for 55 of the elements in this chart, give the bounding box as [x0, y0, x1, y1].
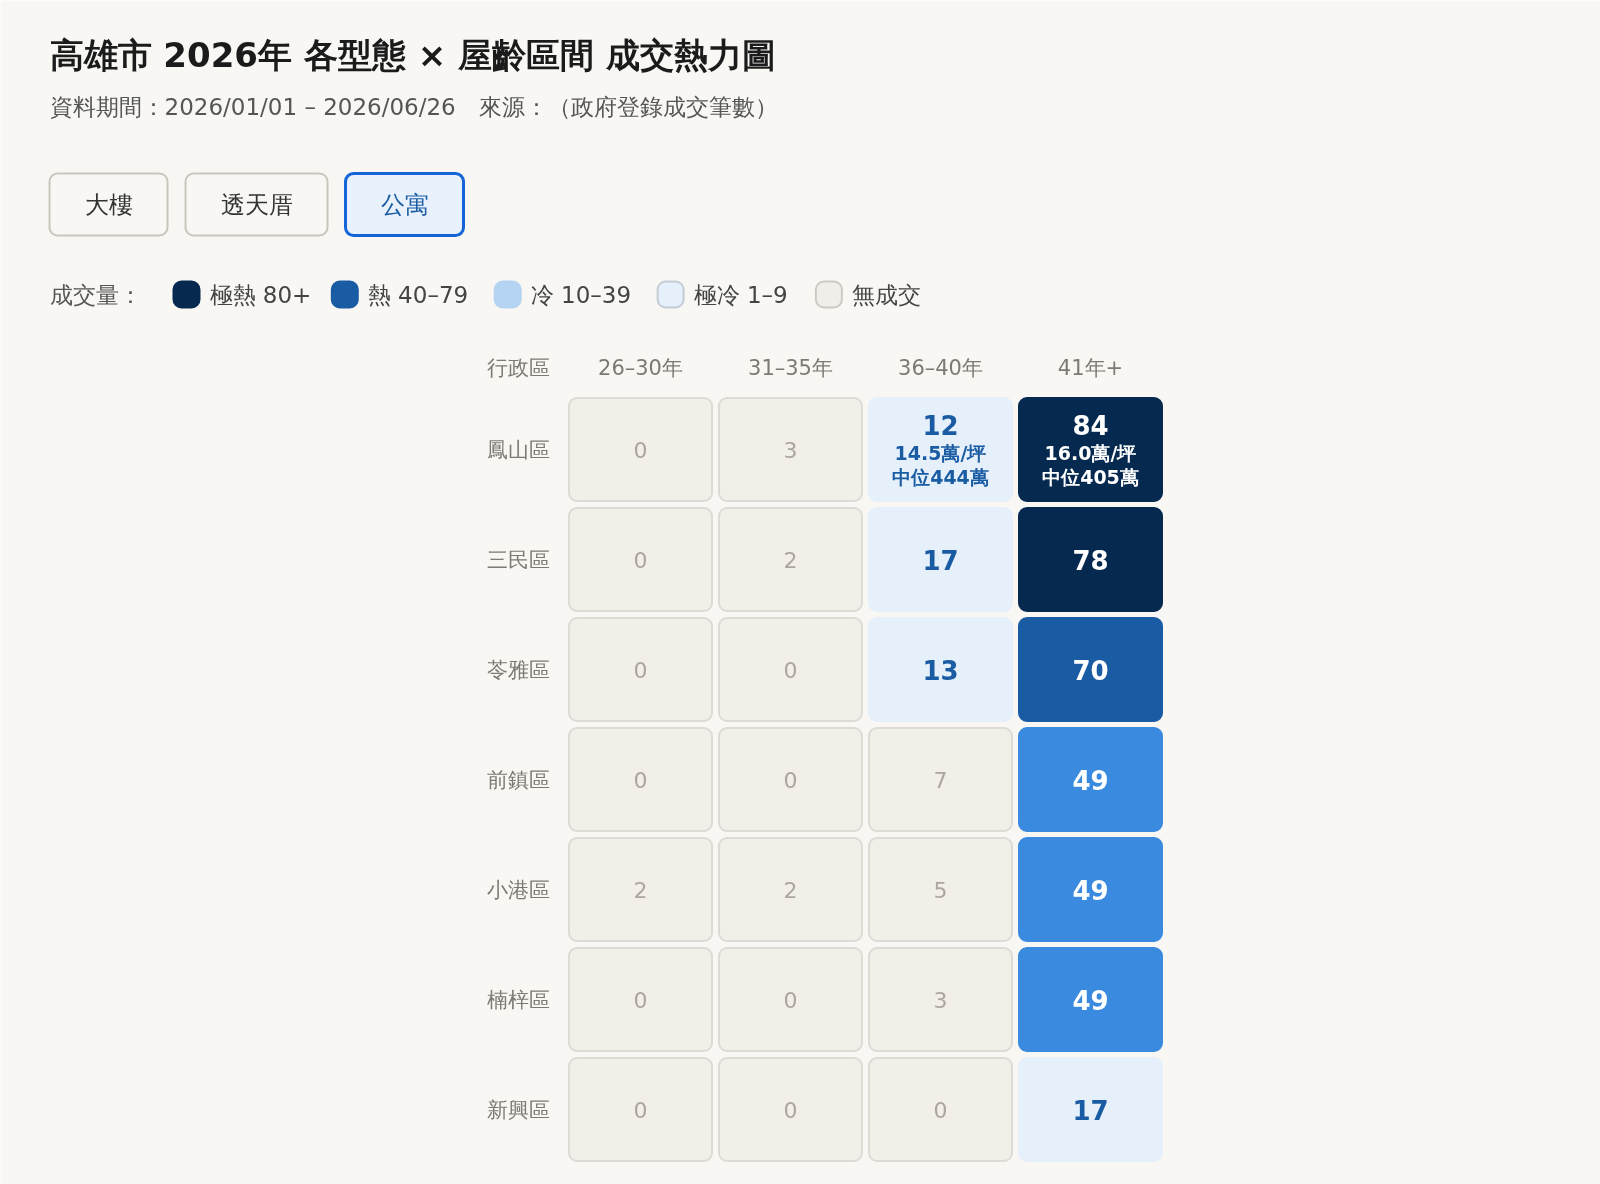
annotation: 中位405萬	[1042, 465, 1139, 488]
data-label: 17	[922, 545, 959, 576]
legend-label: 無成交	[851, 281, 921, 308]
data-label: 0	[783, 657, 798, 683]
data-label: 70	[1072, 655, 1109, 686]
text: 透天厝	[220, 190, 293, 219]
data-label: 2	[633, 877, 648, 903]
y-axis-title: 行政區	[486, 355, 550, 380]
data-label: 0	[783, 767, 798, 793]
annotation: 中位444萬	[892, 465, 989, 488]
data-label: 3	[783, 437, 798, 463]
data-label: 0	[633, 657, 648, 683]
data-label: 0	[633, 437, 648, 463]
y-tick-label: 鳳山區	[486, 437, 550, 462]
data-label: 3	[933, 987, 948, 1013]
data-label: 0	[633, 987, 648, 1013]
data-label: 7	[933, 767, 948, 793]
legend-label: 冷 10–39	[530, 281, 632, 308]
data-label: 12	[922, 410, 959, 441]
data-label: 49	[1072, 875, 1109, 906]
legend-label: 極冷 1–9	[693, 281, 788, 308]
data-label: 0	[783, 1097, 798, 1123]
x-tick-label: 31–35年	[748, 355, 833, 380]
legend-title: 成交量：	[49, 281, 142, 308]
data-label: 0	[933, 1097, 948, 1123]
data-label: 17	[1072, 1095, 1109, 1126]
chart-subtitle: 資料期間：2026/01/01 – 2026/06/26 來源：（政府登錄成交筆數）	[49, 93, 778, 120]
data-label: 0	[633, 547, 648, 573]
data-label: 5	[933, 877, 948, 903]
y-tick-label: 楠梓區	[486, 987, 550, 1012]
text: 大樓	[84, 190, 133, 219]
y-tick-label: 小港區	[486, 877, 550, 902]
data-label: 0	[633, 1097, 648, 1123]
data-label: 84	[1072, 410, 1109, 441]
legend-label: 極熱 80+	[209, 281, 312, 308]
data-label: 0	[633, 767, 648, 793]
data-label: 49	[1072, 985, 1109, 1016]
annotation: 14.5萬/坪	[894, 441, 987, 464]
y-tick-label: 前鎮區	[486, 767, 550, 792]
legend-label: 熱 40–79	[367, 281, 469, 308]
x-tick-label: 26–30年	[598, 355, 683, 380]
x-tick-label: 36–40年	[898, 355, 983, 380]
y-tick-label: 苓雅區	[486, 657, 550, 682]
annotation: 16.0萬/坪	[1044, 441, 1137, 464]
data-label: 0	[783, 987, 798, 1013]
data-label: 2	[783, 547, 798, 573]
y-tick-label: 三民區	[486, 547, 550, 572]
data-label: 13	[922, 655, 959, 686]
chart-title: 高雄市 2026年 各型態 × 屋齡區間 成交熱力圖	[49, 34, 776, 75]
text: 公寓	[380, 190, 429, 219]
data-label: 78	[1072, 545, 1109, 576]
y-tick-label: 新興區	[486, 1097, 550, 1122]
data-label: 49	[1072, 765, 1109, 796]
data-label: 2	[783, 877, 798, 903]
x-tick-label: 41年+	[1057, 355, 1124, 380]
